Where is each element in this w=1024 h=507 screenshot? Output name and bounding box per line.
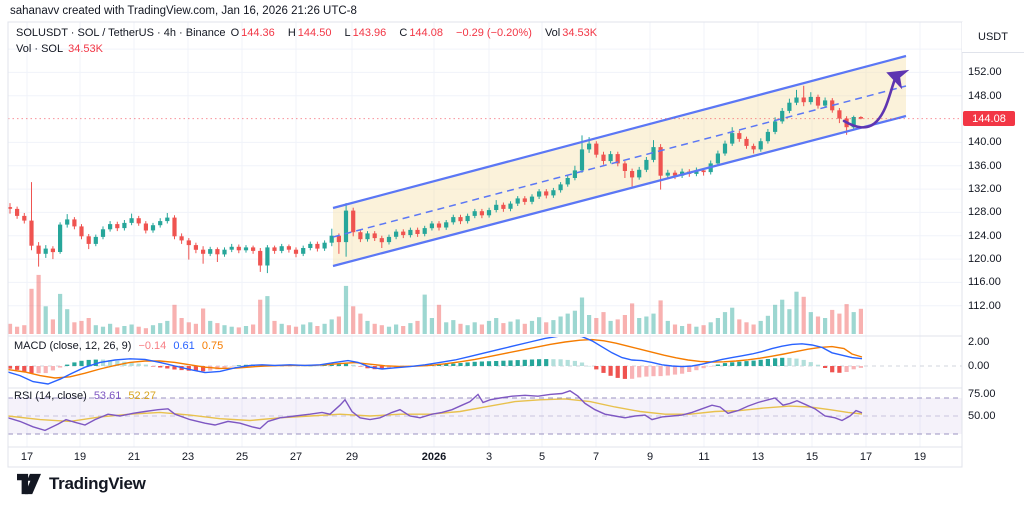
rsi-legend[interactable]: RSI (14, close) 53.61 52.27 bbox=[14, 390, 160, 402]
price-axis-label: 120.00 bbox=[968, 253, 1002, 265]
volume-value: 34.53K bbox=[562, 27, 598, 39]
high-value: 144.50 bbox=[297, 27, 332, 39]
time-axis-label[interactable]: 27 bbox=[289, 451, 303, 463]
time-axis-label[interactable]: 3 bbox=[485, 451, 493, 463]
volume-row-label: Vol · SOL bbox=[16, 43, 64, 55]
indicator-axis-label: 2.00 bbox=[968, 336, 990, 348]
indicator-axis-label: 75.00 bbox=[968, 388, 996, 400]
volume-legend[interactable]: Vol · SOL 34.53K bbox=[16, 43, 105, 55]
price-axis-label: 152.00 bbox=[968, 66, 1002, 78]
low-label: L bbox=[344, 27, 351, 39]
currency-label: USDT bbox=[978, 31, 1008, 43]
tradingview-logo[interactable]: TradingView bbox=[16, 472, 146, 496]
macd-hist-value: −0.14 bbox=[138, 340, 167, 352]
time-axis-label[interactable]: 15 bbox=[805, 451, 819, 463]
current-price-value: 144.08 bbox=[972, 112, 1006, 125]
change-value: −0.29 (−0.20%) bbox=[456, 27, 532, 39]
time-axis-label[interactable]: 11 bbox=[698, 451, 710, 463]
symbol-legend[interactable]: SOLUSDT · SOL / TetherUS · 4h · Binance … bbox=[16, 27, 599, 39]
open-value: 144.36 bbox=[241, 27, 275, 39]
price-axis-label: 132.00 bbox=[968, 183, 1002, 195]
tradingview-logo-icon bbox=[17, 473, 41, 495]
open-label: O bbox=[230, 27, 240, 39]
time-axis-label[interactable]: 17 bbox=[859, 451, 873, 463]
time-axis-label[interactable]: 25 bbox=[235, 451, 249, 463]
macd-legend[interactable]: MACD (close, 12, 26, 9) −0.14 0.61 0.75 bbox=[14, 340, 227, 352]
volume-row-value: 34.53K bbox=[68, 43, 104, 55]
time-axis-label[interactable]: 13 bbox=[751, 451, 765, 463]
price-axis-label: 112.00 bbox=[968, 300, 1001, 312]
price-axis-label: 148.00 bbox=[968, 90, 1002, 102]
high-label: H bbox=[287, 27, 296, 39]
rsi-title: RSI (14, close) bbox=[14, 390, 87, 402]
rsi-value: 53.61 bbox=[93, 390, 122, 402]
low-value: 143.96 bbox=[352, 27, 387, 39]
close-label: C bbox=[399, 27, 408, 39]
price-axis-label: 136.00 bbox=[968, 160, 1002, 172]
macd-title: MACD (close, 12, 26, 9) bbox=[14, 340, 132, 352]
close-value: 144.08 bbox=[409, 27, 443, 39]
time-axis-label[interactable]: 9 bbox=[646, 451, 654, 463]
time-axis-label[interactable]: 23 bbox=[181, 451, 195, 463]
indicator-axis-label: 50.00 bbox=[968, 410, 996, 422]
symbol-title[interactable]: SOLUSDT · SOL / TetherUS · 4h · Binance bbox=[16, 27, 226, 39]
time-axis-label[interactable]: 21 bbox=[127, 451, 141, 463]
time-axis-label[interactable]: 19 bbox=[913, 451, 927, 463]
price-axis-label: 124.00 bbox=[968, 230, 1002, 242]
time-axis-label[interactable]: 29 bbox=[345, 451, 359, 463]
price-axis-label: 140.00 bbox=[968, 136, 1002, 148]
rsi-ma-value: 52.27 bbox=[128, 390, 156, 402]
macd-line-value: 0.61 bbox=[173, 340, 195, 352]
attribution-text: sahanavv created with TradingView.com, J… bbox=[10, 5, 357, 17]
tradingview-logo-text: TradingView bbox=[49, 474, 146, 493]
indicator-axis-label: 0.00 bbox=[968, 360, 990, 372]
current-price-badge: 144.08 bbox=[963, 111, 1015, 126]
time-axis-label[interactable]: 19 bbox=[73, 451, 87, 463]
price-axis-currency[interactable]: USDT bbox=[962, 22, 1024, 53]
price-axis-label: 128.00 bbox=[968, 206, 1002, 218]
time-axis-label[interactable]: 2026 bbox=[421, 451, 447, 463]
time-axis-label[interactable]: 7 bbox=[592, 451, 600, 463]
price-axis-label: 116.00 bbox=[968, 276, 1001, 288]
time-axis-label[interactable]: 17 bbox=[20, 451, 34, 463]
volume-label: Vol bbox=[544, 27, 561, 39]
time-axis-label[interactable]: 5 bbox=[538, 451, 546, 463]
macd-signal-value: 0.75 bbox=[201, 340, 224, 352]
